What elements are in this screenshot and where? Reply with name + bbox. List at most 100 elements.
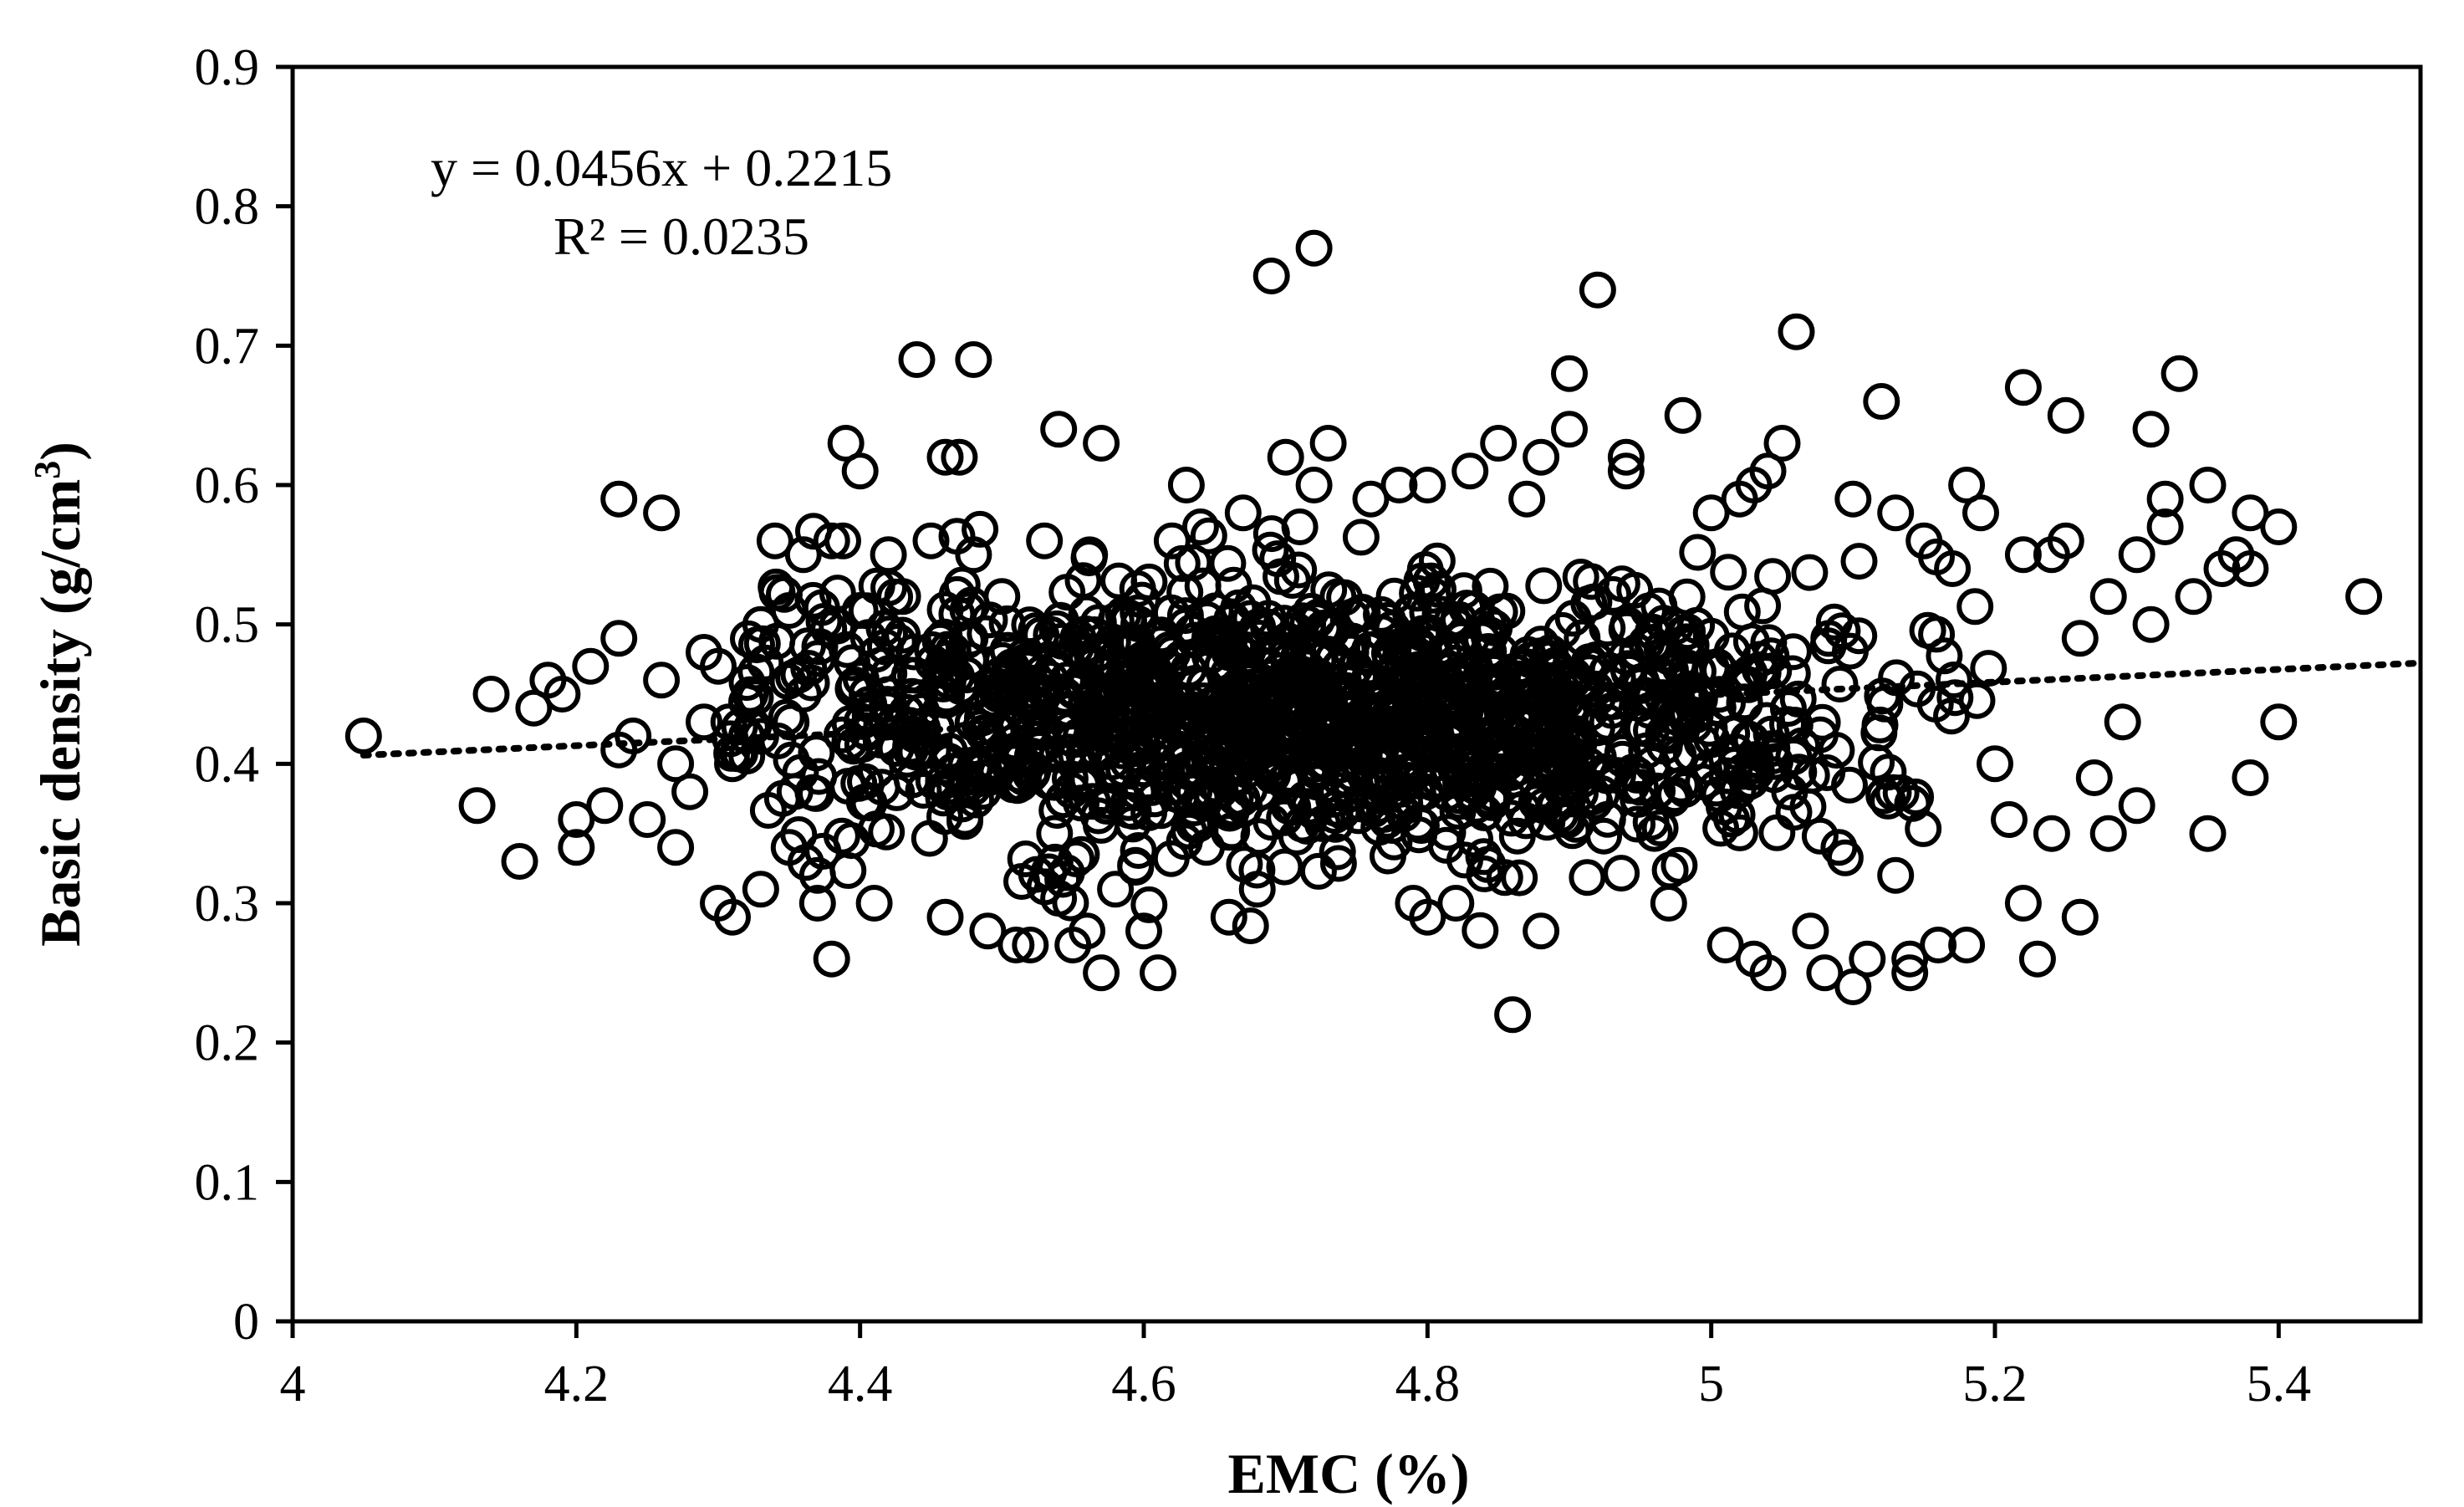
x-tick-label: 4.8 — [1395, 1356, 1461, 1412]
data-point — [615, 718, 652, 754]
data-point — [1792, 912, 1829, 950]
data-point — [1026, 522, 1064, 559]
data-point — [880, 623, 917, 661]
data-point — [1553, 663, 1591, 701]
data-point — [1933, 697, 1970, 735]
data-point — [629, 801, 666, 838]
data-point — [1750, 624, 1788, 662]
data-point — [773, 741, 810, 779]
data-point — [912, 522, 950, 559]
data-point — [1504, 790, 1542, 828]
trendline-layer — [360, 659, 2424, 759]
data-point — [1288, 808, 1326, 845]
data-point — [1446, 632, 1483, 669]
data-point — [1956, 588, 1994, 626]
data-point — [805, 603, 843, 640]
x-tick-label: 5 — [1698, 1356, 1724, 1412]
data-point — [1310, 713, 1347, 751]
data-point — [841, 452, 879, 490]
data-point — [983, 578, 1021, 616]
data-point — [2132, 605, 2170, 643]
data-point — [1063, 784, 1100, 822]
data-point — [1758, 814, 1796, 851]
data-point — [458, 787, 496, 825]
y-tick-label: 0.3 — [195, 876, 260, 932]
data-point — [1820, 829, 1858, 866]
data-point — [1449, 743, 1487, 781]
data-point — [1639, 772, 1676, 810]
data-point — [1585, 817, 1623, 855]
data-point — [1683, 723, 1721, 761]
data-point — [1752, 715, 1790, 753]
data-point — [870, 536, 907, 574]
data-point — [2004, 885, 2042, 922]
data-point — [1470, 633, 1507, 670]
data-point — [1411, 614, 1448, 651]
regression-equation: y = 0.0456x + 0.2215 — [431, 138, 892, 197]
data-point — [1723, 593, 1761, 631]
data-point — [1495, 652, 1533, 690]
data-point — [1163, 544, 1201, 582]
data-point — [1863, 383, 1900, 420]
data-point — [1706, 927, 1744, 963]
data-point — [1231, 771, 1268, 809]
data-point — [1546, 799, 1584, 837]
data-point — [997, 927, 1035, 963]
data-point — [798, 885, 836, 922]
data-point — [1501, 859, 1538, 897]
data-point — [1806, 954, 1844, 992]
data-point — [1076, 636, 1114, 674]
data-point — [1407, 659, 1445, 697]
x-tick-label: 5.4 — [2247, 1356, 2312, 1412]
data-point — [1749, 452, 1787, 490]
data-point — [1421, 595, 1459, 633]
data-point — [1125, 912, 1162, 950]
data-point — [572, 647, 610, 685]
data-point — [1656, 776, 1693, 814]
data-point — [1204, 618, 1242, 655]
data-point — [1180, 805, 1217, 843]
data-point — [1209, 544, 1247, 582]
data-point — [1105, 750, 1142, 788]
data-point — [1803, 703, 1841, 741]
data-point — [1042, 601, 1079, 639]
data-point — [827, 425, 865, 462]
data-point — [558, 801, 595, 838]
data-point — [868, 813, 906, 851]
data-point — [2061, 898, 2099, 936]
data-point — [2104, 703, 2141, 741]
data-point — [1423, 736, 1461, 774]
y-tick-label: 0.1 — [195, 1154, 260, 1211]
data-point — [798, 856, 836, 894]
data-point — [1309, 425, 1347, 462]
data-point — [1948, 927, 1986, 963]
data-point — [1849, 940, 1886, 978]
data-point — [686, 703, 722, 741]
data-point — [1008, 650, 1046, 687]
data-point — [1211, 765, 1248, 803]
data-point — [1664, 396, 1701, 434]
data-point — [1650, 885, 1687, 922]
data-point — [1137, 742, 1175, 779]
data-point — [893, 709, 931, 747]
data-point — [2018, 940, 2056, 978]
data-point — [586, 787, 624, 825]
data-point — [955, 536, 992, 574]
data-point — [1310, 571, 1348, 609]
data-point — [1083, 954, 1120, 992]
data-point — [1486, 859, 1523, 897]
data-point — [946, 803, 983, 840]
data-point — [1295, 467, 1333, 503]
y-tick-label: 0.5 — [195, 597, 260, 654]
data-point — [756, 522, 793, 559]
data-point — [984, 676, 1022, 713]
data-point — [2132, 411, 2170, 448]
data-point — [2075, 759, 2113, 796]
data-point — [1877, 494, 1915, 532]
data-point — [1395, 712, 1433, 748]
data-point — [2089, 815, 2127, 852]
data-point — [1749, 954, 1787, 992]
data-point — [1409, 467, 1446, 503]
data-point — [1834, 968, 1872, 1005]
data-point — [1801, 817, 1839, 855]
